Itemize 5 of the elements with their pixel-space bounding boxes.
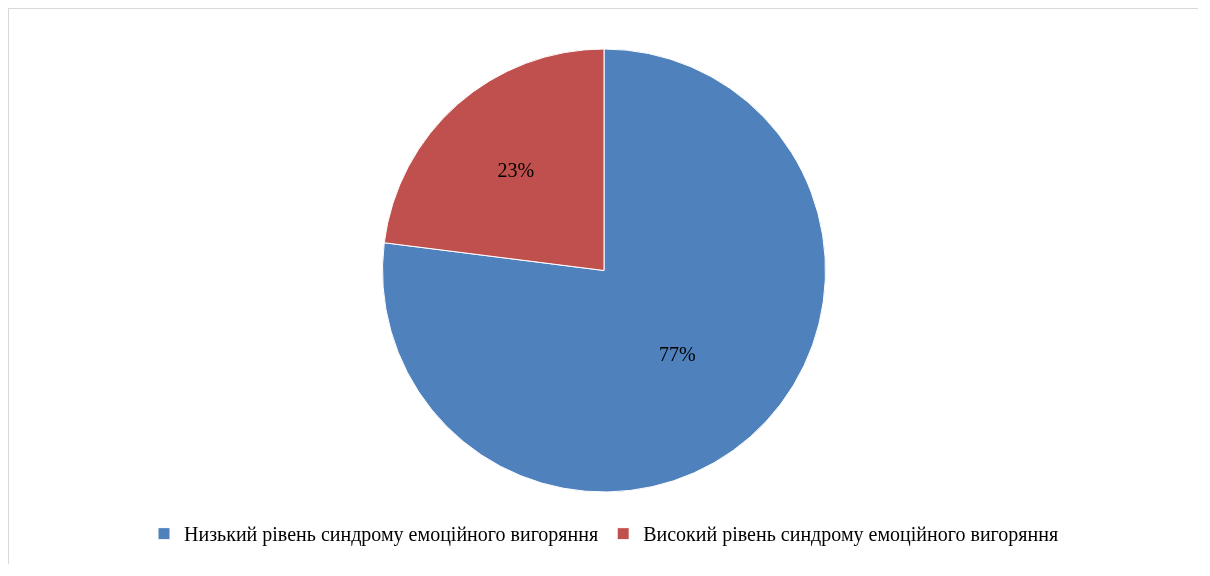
legend-label: Високий рівень синдрому емоційного вигоряння: [643, 523, 1059, 547]
data-label: 77%: [658, 342, 696, 365]
legend-label: Низький рівень синдрому емоційного вигоряння: [184, 523, 599, 547]
data-label: 23%: [497, 159, 535, 182]
pie-slice: [382, 48, 826, 493]
